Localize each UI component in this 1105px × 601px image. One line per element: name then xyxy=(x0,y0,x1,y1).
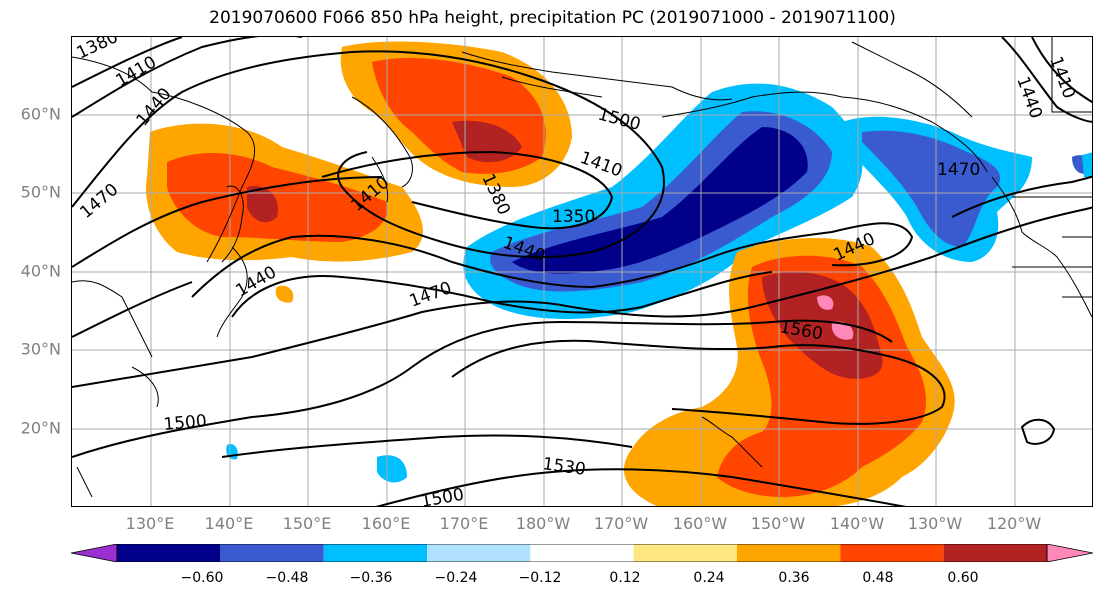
colorbar-cell xyxy=(840,544,944,562)
colorbar-extend-low xyxy=(71,544,118,562)
lon-label: 140°E xyxy=(204,514,254,533)
contour-labels: 1380 1410 1440 1470 1500 1410 1380 1350 … xyxy=(74,37,1079,507)
lon-label: 160°E xyxy=(361,514,411,533)
colorbar-extend-high xyxy=(1046,544,1093,562)
colorbar-cell xyxy=(427,544,531,562)
colorbar-cell xyxy=(633,544,737,562)
coastlines xyxy=(72,37,1092,498)
lon-label: 120°W xyxy=(986,514,1042,533)
contour-label: 1440 xyxy=(133,84,176,130)
map-svg: 1380 1410 1440 1470 1500 1410 1380 1350 … xyxy=(72,37,1092,507)
colorbar-tick: 0.48 xyxy=(862,570,894,586)
contour-label: 1500 xyxy=(222,37,265,42)
lat-label: 50°N xyxy=(20,182,61,202)
lon-label: 130°W xyxy=(907,514,963,533)
lon-label: 170°E xyxy=(439,514,489,533)
lon-label: 180°W xyxy=(515,514,571,533)
colorbar-cell xyxy=(220,544,324,562)
lon-label: 160°W xyxy=(672,514,728,533)
graticule xyxy=(72,37,1092,506)
contour-label: 1410 xyxy=(113,52,160,91)
precip-shading xyxy=(146,41,1092,506)
lon-label: 170°W xyxy=(593,514,649,533)
colorbar-tick: −0.36 xyxy=(349,570,393,586)
colorbar-tick: 0.12 xyxy=(609,570,641,586)
colorbar-frame xyxy=(116,544,1048,562)
colorbar-cell xyxy=(530,544,634,562)
colorbar-tick: −0.48 xyxy=(265,570,309,586)
chart-title: 2019070600 F066 850 hPa height, precipit… xyxy=(209,8,896,28)
lon-label: 150°E xyxy=(282,514,332,533)
colorbar-tick: −0.12 xyxy=(518,570,562,586)
contour-label: 1500 xyxy=(596,105,643,136)
contour-label: 1440 xyxy=(1012,74,1046,121)
colorbar-cell xyxy=(117,544,221,562)
contour-label: 1410 xyxy=(577,148,624,182)
lat-label: 20°N xyxy=(20,418,61,438)
colorbar-cell xyxy=(943,544,1047,562)
contour-label: 1380 xyxy=(74,37,122,64)
colorbar-tick: 0.60 xyxy=(947,570,979,586)
contour-label: 1350 xyxy=(552,207,595,227)
contour-label: 1410 xyxy=(1045,54,1079,101)
contour-label: 1500 xyxy=(419,485,465,507)
colorbar-tick: −0.60 xyxy=(180,570,224,586)
lat-label: 30°N xyxy=(20,339,61,359)
lat-label: 60°N xyxy=(20,104,61,124)
colorbar-tick: 0.24 xyxy=(693,570,725,586)
lon-label: 150°W xyxy=(750,514,806,533)
contour-label: 1470 xyxy=(937,160,980,180)
map-panel: 1380 1410 1440 1470 1500 1410 1380 1350 … xyxy=(71,36,1093,507)
lon-label: 130°E xyxy=(125,514,175,533)
contour-label: 1440 xyxy=(233,262,280,301)
lat-label: 40°N xyxy=(20,261,61,281)
height-contours xyxy=(72,37,1092,506)
colorbar-cell xyxy=(323,544,427,562)
colorbar-tick: −0.24 xyxy=(434,570,478,586)
colorbar-tick: 0.36 xyxy=(778,570,810,586)
contour-label: 1530 xyxy=(541,454,587,480)
colorbar-cell xyxy=(737,544,841,562)
colorbar xyxy=(71,544,1093,562)
contour-label: 1470 xyxy=(76,180,122,223)
contour-label: 1500 xyxy=(163,411,208,435)
lon-label: 140°W xyxy=(829,514,885,533)
